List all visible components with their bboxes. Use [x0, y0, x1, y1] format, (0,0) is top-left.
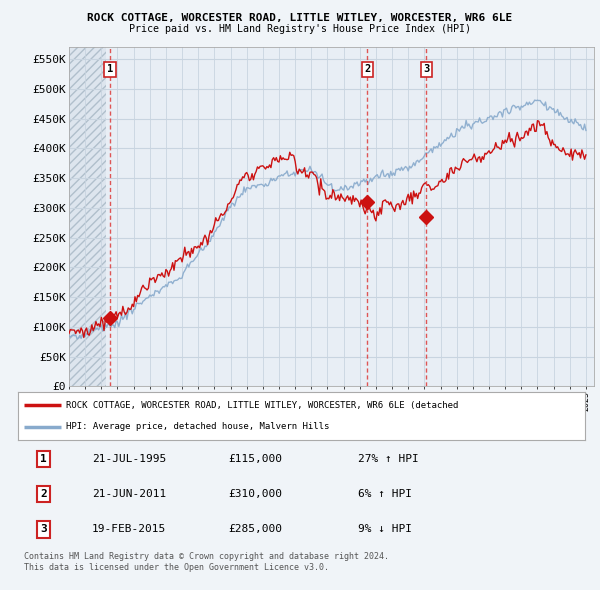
Text: 1: 1: [107, 64, 113, 74]
Text: 27% ↑ HPI: 27% ↑ HPI: [358, 454, 419, 464]
Text: 3: 3: [40, 525, 47, 534]
Text: Contains HM Land Registry data © Crown copyright and database right 2024.: Contains HM Land Registry data © Crown c…: [24, 552, 389, 560]
Text: 6% ↑ HPI: 6% ↑ HPI: [358, 489, 412, 499]
Text: £115,000: £115,000: [228, 454, 282, 464]
Text: 21-JUL-1995: 21-JUL-1995: [92, 454, 166, 464]
Text: 21-JUN-2011: 21-JUN-2011: [92, 489, 166, 499]
Text: £310,000: £310,000: [228, 489, 282, 499]
Bar: [69, 47, 106, 386]
Text: 2: 2: [40, 489, 47, 499]
Text: 3: 3: [423, 64, 430, 74]
Text: 2: 2: [364, 64, 370, 74]
Text: ROCK COTTAGE, WORCESTER ROAD, LITTLE WITLEY, WORCESTER, WR6 6LE (detached: ROCK COTTAGE, WORCESTER ROAD, LITTLE WIT…: [66, 401, 458, 409]
Text: £285,000: £285,000: [228, 525, 282, 534]
Text: 9% ↓ HPI: 9% ↓ HPI: [358, 525, 412, 534]
Text: 19-FEB-2015: 19-FEB-2015: [92, 525, 166, 534]
Text: ROCK COTTAGE, WORCESTER ROAD, LITTLE WITLEY, WORCESTER, WR6 6LE: ROCK COTTAGE, WORCESTER ROAD, LITTLE WIT…: [88, 13, 512, 23]
Text: This data is licensed under the Open Government Licence v3.0.: This data is licensed under the Open Gov…: [24, 563, 329, 572]
Text: Price paid vs. HM Land Registry's House Price Index (HPI): Price paid vs. HM Land Registry's House …: [129, 24, 471, 34]
Text: 1: 1: [40, 454, 47, 464]
Text: HPI: Average price, detached house, Malvern Hills: HPI: Average price, detached house, Malv…: [66, 422, 329, 431]
